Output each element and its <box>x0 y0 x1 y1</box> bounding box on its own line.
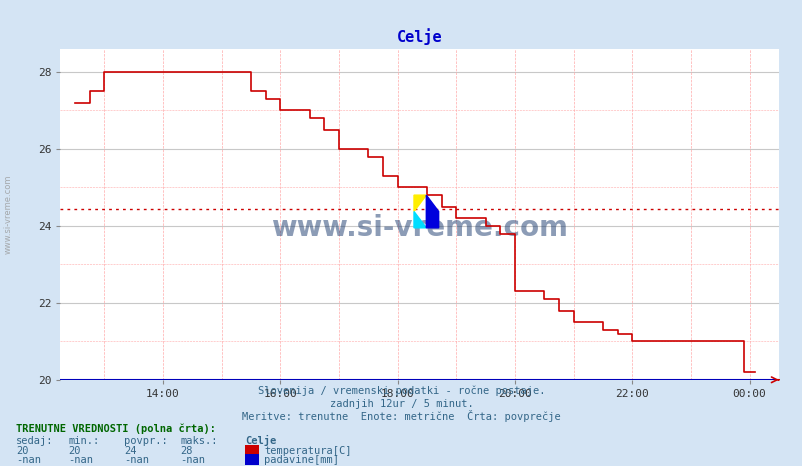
Text: min.:: min.: <box>68 436 99 445</box>
Title: Celje: Celje <box>396 28 442 45</box>
Text: padavine[mm]: padavine[mm] <box>264 455 338 465</box>
Text: 20: 20 <box>68 446 81 456</box>
Text: TRENUTNE VREDNOSTI (polna črta):: TRENUTNE VREDNOSTI (polna črta): <box>16 424 216 434</box>
Text: www.si-vreme.com: www.si-vreme.com <box>3 175 13 254</box>
Text: Slovenija / vremenski podatki - ročne postaje.: Slovenija / vremenski podatki - ročne po… <box>257 385 545 396</box>
Text: -nan: -nan <box>68 455 93 465</box>
Text: 24: 24 <box>124 446 137 456</box>
Text: www.si-vreme.com: www.si-vreme.com <box>271 213 567 241</box>
Text: -nan: -nan <box>180 455 205 465</box>
Text: temperatura[C]: temperatura[C] <box>264 446 351 456</box>
Text: 20: 20 <box>16 446 29 456</box>
Text: maks.:: maks.: <box>180 436 218 445</box>
Text: -nan: -nan <box>124 455 149 465</box>
Text: sedaj:: sedaj: <box>16 436 54 445</box>
Polygon shape <box>414 195 426 212</box>
Text: povpr.:: povpr.: <box>124 436 168 445</box>
Polygon shape <box>426 195 438 228</box>
Text: zadnjih 12ur / 5 minut.: zadnjih 12ur / 5 minut. <box>329 399 473 409</box>
Text: -nan: -nan <box>16 455 41 465</box>
Text: 28: 28 <box>180 446 193 456</box>
Text: Meritve: trenutne  Enote: metrične  Črta: povprečje: Meritve: trenutne Enote: metrične Črta: … <box>242 410 560 422</box>
Polygon shape <box>414 212 426 228</box>
Text: Celje: Celje <box>245 435 276 445</box>
